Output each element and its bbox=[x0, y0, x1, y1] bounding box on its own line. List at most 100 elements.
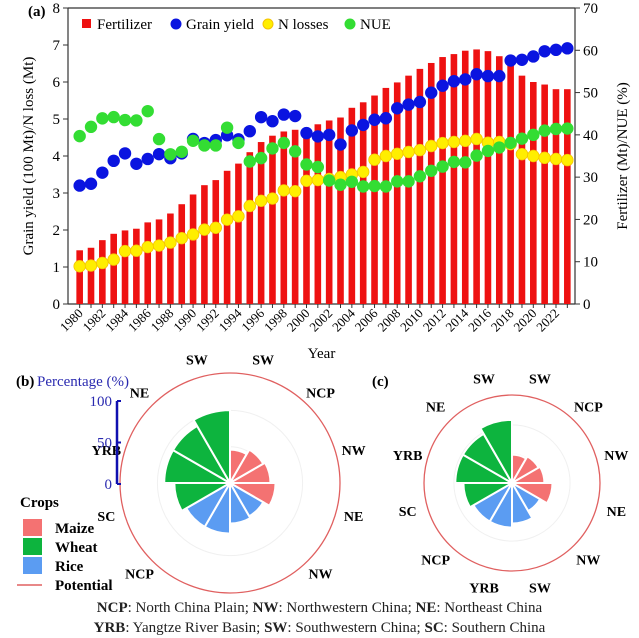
right-tick-label: 20 bbox=[583, 212, 598, 228]
sector-wheat bbox=[479, 418, 513, 487]
x-tick-label: 1990 bbox=[170, 306, 199, 335]
abbr-definition: : Northeast China bbox=[436, 600, 543, 616]
point-nue bbox=[198, 139, 211, 152]
bar-fertilizer bbox=[257, 142, 265, 304]
abbr-definition: : Yangtze River Basin; bbox=[125, 620, 265, 636]
bar-fertilizer bbox=[144, 222, 152, 304]
point-grain-yield bbox=[459, 73, 472, 86]
sector-label: NCP bbox=[421, 553, 450, 568]
point-nue bbox=[141, 104, 154, 118]
point-grain-yield bbox=[504, 54, 517, 67]
legend-swatch-n-losses bbox=[262, 18, 274, 30]
point-n-losses bbox=[209, 221, 222, 234]
x-tick-label: 2006 bbox=[352, 305, 381, 334]
point-n-losses bbox=[549, 152, 563, 166]
point-grain-yield bbox=[84, 177, 98, 190]
point-nue bbox=[436, 160, 449, 173]
right-tick-label: 0 bbox=[583, 297, 591, 313]
point-grain-yield bbox=[402, 98, 415, 111]
point-nue bbox=[84, 120, 98, 134]
sector-label: NE bbox=[426, 401, 445, 416]
point-n-losses bbox=[459, 134, 472, 148]
bar-fertilizer bbox=[167, 213, 174, 304]
bar-fertilizer bbox=[552, 89, 560, 304]
point-grain-yield bbox=[413, 95, 427, 109]
sector-label: NCP bbox=[574, 401, 603, 416]
sector-label: NW bbox=[342, 444, 366, 459]
sector-label: SW bbox=[529, 581, 551, 596]
radial-scale-bar: Percentage (%) 0 50 100 bbox=[37, 374, 129, 493]
sector-label: SW bbox=[252, 353, 274, 368]
x-tick-label: 2014 bbox=[442, 305, 471, 334]
left-tick-label: 5 bbox=[53, 112, 61, 128]
bar-fertilizer bbox=[427, 62, 435, 304]
point-grain-yield bbox=[447, 75, 461, 88]
left-tick-label: 6 bbox=[53, 75, 61, 91]
point-grain-yield bbox=[368, 113, 381, 126]
point-n-losses bbox=[436, 136, 449, 150]
left-axis-title: Grain yield (100 Mt)/N loss (Mt) bbox=[21, 57, 37, 256]
right-tick-label: 70 bbox=[583, 1, 598, 17]
footnote-line-2: YRB: Yangtze River Basin; SW: Southweste… bbox=[0, 618, 639, 638]
point-grain-yield bbox=[96, 166, 109, 179]
point-nue bbox=[209, 139, 222, 152]
abbr-definition: : North China Plain; bbox=[127, 600, 253, 616]
bar-fertilizer bbox=[201, 185, 208, 304]
sector-label: NE bbox=[607, 505, 626, 520]
point-nue bbox=[152, 132, 166, 146]
point-grain-yield bbox=[425, 86, 438, 99]
point-nue bbox=[459, 156, 472, 169]
point-nue bbox=[288, 145, 302, 158]
point-grain-yield bbox=[152, 147, 166, 161]
abbr: NE bbox=[415, 600, 437, 616]
x-tick-label: 2010 bbox=[397, 306, 426, 335]
point-grain-yield bbox=[322, 128, 336, 142]
bar-fertilizer bbox=[461, 50, 469, 304]
point-n-losses bbox=[470, 132, 483, 146]
sector-label: SC bbox=[399, 505, 417, 520]
bar-fertilizer bbox=[450, 54, 458, 304]
point-n-losses bbox=[527, 149, 540, 163]
bar-fertilizer bbox=[76, 250, 83, 304]
bar-fertilizer bbox=[507, 65, 514, 304]
point-nue bbox=[504, 136, 517, 150]
point-n-losses bbox=[379, 149, 393, 163]
panel-label-b: (b) bbox=[16, 374, 34, 390]
legend-label: NUE bbox=[360, 17, 391, 33]
point-nue bbox=[164, 148, 177, 161]
bar-fertilizer bbox=[359, 102, 367, 304]
sector-label: NCP bbox=[306, 386, 335, 401]
sector-label: YRB bbox=[469, 581, 499, 596]
point-grain-yield bbox=[288, 109, 302, 123]
sector-label: NE bbox=[130, 386, 149, 401]
legend-swatch-wheat bbox=[23, 538, 42, 555]
crops-legend-title: Crops bbox=[20, 495, 59, 511]
bar-fertilizer bbox=[371, 95, 378, 304]
bar-fertilizer bbox=[133, 228, 140, 304]
left-tick-label: 8 bbox=[53, 1, 61, 17]
point-n-losses bbox=[413, 143, 427, 157]
bar-fertilizer bbox=[280, 131, 288, 304]
point-nue bbox=[232, 136, 245, 150]
panel-label-a: (a) bbox=[28, 4, 46, 20]
x-tick-label: 2012 bbox=[420, 306, 449, 335]
chart-a: 0 1 2 3 4 5 6 7 8 0 10 20 30 40 50 60 70 1980198219841986… bbox=[21, 1, 631, 362]
legend-swatch-fertilizer bbox=[82, 19, 91, 28]
point-n-losses bbox=[288, 184, 302, 198]
point-n-losses bbox=[402, 145, 415, 159]
abbr: YRB bbox=[93, 620, 126, 636]
right-tick-label: 10 bbox=[583, 255, 598, 271]
sector-label: YRB bbox=[393, 449, 423, 464]
point-grain-yield bbox=[254, 110, 268, 124]
bar-fertilizer bbox=[99, 240, 106, 304]
point-n-losses bbox=[368, 153, 381, 166]
x-tick-label: 1994 bbox=[216, 305, 245, 334]
bar-fertilizer bbox=[178, 204, 186, 304]
bar-fertilizer bbox=[314, 124, 322, 305]
x-tick-label: 2018 bbox=[488, 306, 517, 335]
point-nue bbox=[73, 129, 86, 143]
point-grain-yield bbox=[311, 130, 325, 143]
bar-fertilizer bbox=[269, 135, 276, 304]
point-nue bbox=[243, 155, 256, 168]
point-n-losses bbox=[561, 153, 574, 167]
